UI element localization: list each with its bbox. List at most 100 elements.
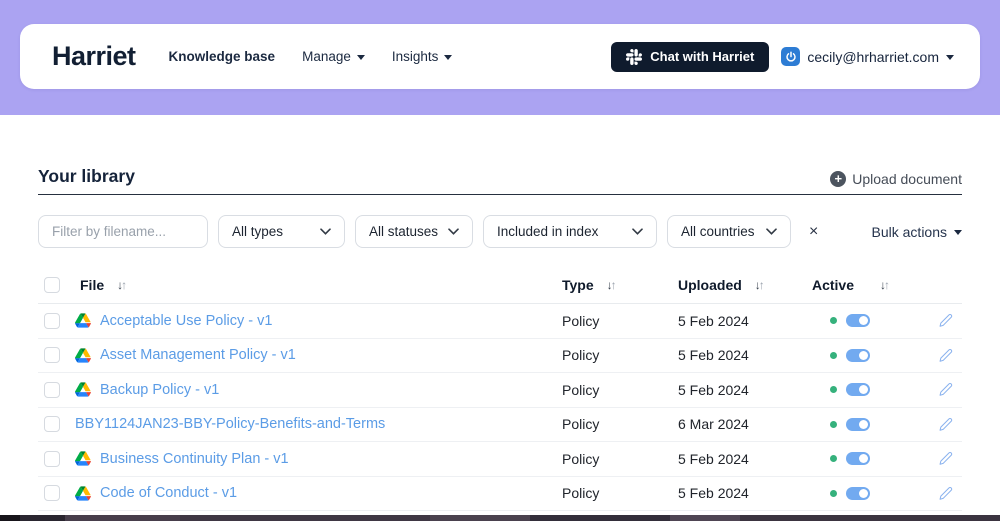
chevron-down-icon <box>766 228 777 235</box>
file-link[interactable]: BBY1124JAN23-BBY-Policy-Benefits-and-Ter… <box>75 416 386 433</box>
row-checkbox[interactable] <box>44 347 60 364</box>
table-row: Asset Management Policy - v1 Policy 5 Fe… <box>38 339 962 373</box>
clear-filters-button[interactable]: × <box>809 222 819 240</box>
account-email: cecily@hrharriet.com <box>807 48 939 65</box>
chevron-down-icon <box>632 228 643 235</box>
type-filter-value: All types <box>232 224 284 239</box>
nav-item-manage[interactable]: Manage <box>302 49 365 64</box>
google-drive-icon <box>75 313 91 328</box>
row-checkbox[interactable] <box>44 416 60 433</box>
chevron-down-icon <box>444 55 453 60</box>
nav-item-knowledge-base[interactable]: Knowledge base <box>169 49 276 64</box>
nav-links: Knowledge base Manage Insights <box>169 49 612 64</box>
country-filter-select[interactable]: All countries <box>667 215 791 248</box>
active-status-dot <box>830 386 837 394</box>
filename-filter-input[interactable] <box>38 215 208 248</box>
table-row: Backup Policy - v1 Policy 5 Feb 2024 <box>38 373 962 408</box>
active-status-dot <box>830 420 837 428</box>
active-status-dot <box>830 351 837 359</box>
filter-bar: All types All statuses Included in index… <box>38 215 962 248</box>
active-toggle[interactable] <box>846 452 870 466</box>
type-cell: Policy <box>562 450 600 467</box>
row-checkbox[interactable] <box>44 381 60 398</box>
nav-item-label: Manage <box>302 49 351 64</box>
active-toggle[interactable] <box>846 314 870 328</box>
chat-with-harriet-button[interactable]: Chat with Harriet <box>611 41 770 72</box>
edit-pencil-icon[interactable] <box>937 416 954 433</box>
file-link[interactable]: Asset Management Policy - v1 <box>100 347 296 364</box>
active-toggle[interactable] <box>846 383 870 397</box>
bulk-actions-button[interactable]: Bulk actions <box>872 224 962 240</box>
type-cell: Policy <box>562 485 600 502</box>
active-toggle[interactable] <box>846 486 870 500</box>
bulk-actions-label: Bulk actions <box>871 223 947 240</box>
chat-button-label: Chat with Harriet <box>650 49 755 64</box>
uploaded-cell: 5 Feb 2024 <box>678 347 749 364</box>
row-checkbox[interactable] <box>44 450 60 467</box>
table-row: BBY1124JAN23-BBY-Policy-Benefits-and-Ter… <box>38 408 962 442</box>
select-all-checkbox[interactable] <box>44 276 60 293</box>
type-cell: Policy <box>562 312 600 329</box>
file-link[interactable]: Code of Conduct - v1 <box>100 485 238 502</box>
google-drive-icon <box>75 451 91 466</box>
file-link[interactable]: Backup Policy - v1 <box>100 381 220 398</box>
uploaded-cell: 5 Feb 2024 <box>678 381 749 398</box>
header-band: Harriet Knowledge base Manage Insights <box>0 0 1000 115</box>
upload-document-button[interactable]: + Upload document <box>830 171 962 187</box>
power-icon <box>781 47 801 66</box>
table-header-row: File ↓↑ Type ↓↑ Uploaded ↓↑ Active ↓↑ <box>38 266 962 304</box>
documents-table: File ↓↑ Type ↓↑ Uploaded ↓↑ Active ↓↑ <box>38 266 962 511</box>
library-page: Your library + Upload document All types… <box>0 166 1000 511</box>
column-header-type: Type <box>562 276 594 293</box>
navbar-right: Chat with Harriet cecily@hrharriet.com <box>611 41 954 72</box>
column-header-active: Active <box>811 276 855 293</box>
nav-item-insights[interactable]: Insights <box>392 49 453 64</box>
sort-arrows-icon[interactable]: ↓↑ <box>880 277 890 292</box>
status-filter-value: All statuses <box>369 224 439 239</box>
table-row: Acceptable Use Policy - v1 Policy 5 Feb … <box>38 304 962 339</box>
sort-arrows-icon[interactable]: ↓↑ <box>117 277 127 292</box>
type-cell: Policy <box>562 416 600 433</box>
google-drive-icon <box>75 382 91 397</box>
edit-pencil-icon[interactable] <box>937 485 954 502</box>
type-cell: Policy <box>562 347 600 364</box>
google-drive-icon <box>75 348 91 363</box>
index-filter-value: Included in index <box>497 224 599 239</box>
sort-arrows-icon[interactable]: ↓↑ <box>754 277 765 292</box>
uploaded-cell: 5 Feb 2024 <box>678 312 749 329</box>
edit-pencil-icon[interactable] <box>937 312 954 329</box>
active-status-dot <box>830 317 837 325</box>
row-checkbox[interactable] <box>44 485 60 502</box>
edit-pencil-icon[interactable] <box>937 347 954 364</box>
uploaded-cell: 6 Mar 2024 <box>678 416 749 433</box>
table-row: Code of Conduct - v1 Policy 5 Feb 2024 <box>38 477 962 511</box>
active-toggle[interactable] <box>846 348 870 362</box>
chevron-down-icon <box>954 230 962 235</box>
chevron-down-icon <box>946 55 954 60</box>
sort-arrows-icon[interactable]: ↓↑ <box>606 277 617 292</box>
row-checkbox[interactable] <box>44 312 60 329</box>
edit-pencil-icon[interactable] <box>937 450 954 467</box>
window-edge-strip <box>0 515 1000 521</box>
plus-circle-icon: + <box>830 171 847 187</box>
edit-pencil-icon[interactable] <box>937 381 954 398</box>
column-header-file: File <box>80 276 105 293</box>
index-filter-select[interactable]: Included in index <box>483 215 657 248</box>
type-filter-select[interactable]: All types <box>218 215 345 248</box>
active-toggle[interactable] <box>846 417 870 431</box>
status-filter-select[interactable]: All statuses <box>355 215 473 248</box>
app-logo[interactable]: Harriet <box>52 41 136 71</box>
uploaded-cell: 5 Feb 2024 <box>678 485 749 502</box>
nav-item-label: Knowledge base <box>168 49 276 64</box>
file-link[interactable]: Business Continuity Plan - v1 <box>100 450 289 467</box>
upload-label: Upload document <box>852 171 962 187</box>
country-filter-value: All countries <box>681 224 755 239</box>
account-menu[interactable]: cecily@hrharriet.com <box>781 47 954 66</box>
chevron-down-icon <box>356 55 365 60</box>
file-link[interactable]: Acceptable Use Policy - v1 <box>100 312 273 329</box>
type-cell: Policy <box>562 381 600 398</box>
active-status-dot <box>830 489 837 497</box>
uploaded-cell: 5 Feb 2024 <box>678 450 749 467</box>
active-status-dot <box>830 455 837 463</box>
navbar: Harriet Knowledge base Manage Insights <box>20 24 980 89</box>
